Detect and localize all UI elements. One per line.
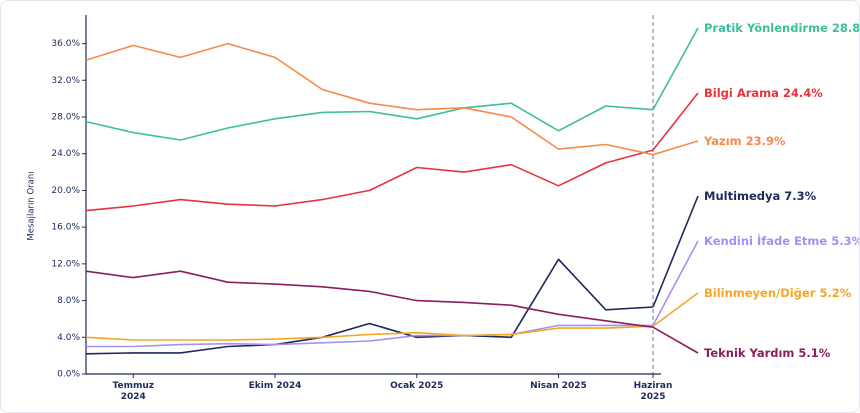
value-label: 7.3% (784, 189, 816, 203)
x-tick-label: Haziran 2025 (633, 381, 673, 402)
series-name: Kendini İfade Etme (704, 233, 827, 248)
series-name: Yazım (703, 134, 742, 148)
end-label: Pratik Yönlendirme 28.8% (704, 21, 859, 35)
y-tick-label: 4.0% (57, 333, 80, 343)
value-label: 24.4% (783, 86, 823, 100)
end-label: Bilgi Arama 24.4% (704, 86, 823, 100)
end-label: Teknik Yardım 5.1% (704, 346, 831, 360)
label-connector (652, 140, 699, 156)
series-name: Pratik Yönlendirme (704, 21, 828, 35)
series-name: Bilinmeyen/Diğer (704, 286, 816, 300)
y-tick-label: 8.0% (57, 296, 80, 306)
label-connector (652, 27, 699, 111)
x-tick-label: Temmuz 2024 (112, 381, 154, 402)
series-line (86, 324, 653, 348)
series-line (85, 270, 654, 328)
series-line (85, 149, 654, 212)
value-label: 23.9% (746, 134, 786, 148)
y-tick-label: 24.0% (51, 149, 80, 159)
label-connector (652, 240, 699, 326)
value-label: 5.2% (819, 286, 851, 300)
series-name: Teknik Yardım (704, 346, 794, 360)
series-line (85, 258, 654, 355)
end-label: Bilinmeyen/Diğer 5.2% (704, 286, 852, 300)
label-connector (652, 195, 699, 308)
label-connector (652, 326, 699, 354)
x-tick-label: Nisan 2025 (530, 381, 587, 391)
y-tick-label: 28.0% (51, 113, 80, 123)
value-label: 5.1% (798, 346, 830, 360)
label-connector (652, 292, 699, 327)
y-tick-label: 32.0% (51, 76, 80, 86)
series-name: Bilgi Arama (704, 86, 779, 100)
end-label: Kendini İfade Etme 5.3% (704, 233, 859, 248)
series-name: Multimedya (704, 189, 780, 203)
y-tick-label: 36.0% (51, 39, 80, 49)
series-line (85, 325, 654, 341)
series-line (85, 102, 654, 141)
y-tick-label: 20.0% (51, 186, 80, 196)
series-line (85, 42, 654, 156)
value-label: 28.8% (832, 21, 859, 35)
y-tick-label: 16.0% (51, 223, 80, 233)
end-label: Yazım 23.9% (703, 134, 786, 148)
end-label: Multimedya 7.3% (704, 189, 817, 203)
y-axis-title: Mesajların Oranı (27, 171, 37, 240)
label-connector (652, 92, 699, 151)
value-label: 5.3% (831, 234, 859, 248)
y-tick-label: 12.0% (51, 259, 80, 269)
x-tick-label: Ocak 2025 (390, 381, 444, 391)
x-tick-label: Ekim 2024 (248, 381, 302, 391)
y-tick-label: 0.0% (57, 370, 80, 380)
